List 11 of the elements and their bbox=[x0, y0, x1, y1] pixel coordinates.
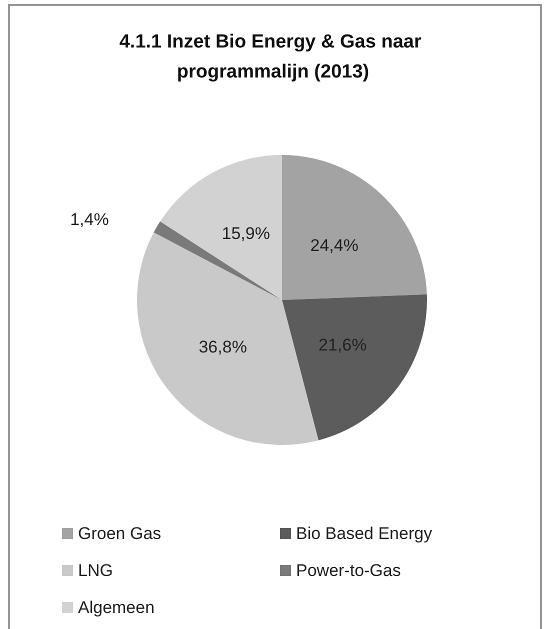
legend-label: Algemeen bbox=[78, 598, 155, 617]
legend-label: Bio Based Energy bbox=[296, 524, 433, 543]
data-label: 36,8% bbox=[198, 337, 247, 356]
data-label: 1,4% bbox=[70, 210, 109, 229]
data-label: 24,4% bbox=[310, 236, 358, 256]
chart-title: 4.1.1 Inzet Bio Energy & Gas naar programmalijn (2013) bbox=[119, 32, 427, 82]
legend-label: Power-to-Gas bbox=[296, 561, 401, 580]
data-label: 15,9% bbox=[222, 224, 270, 244]
legend-label: Groen Gas bbox=[78, 524, 162, 543]
legend-label: LNG bbox=[78, 561, 113, 580]
data-label: 21,6% bbox=[318, 336, 367, 355]
